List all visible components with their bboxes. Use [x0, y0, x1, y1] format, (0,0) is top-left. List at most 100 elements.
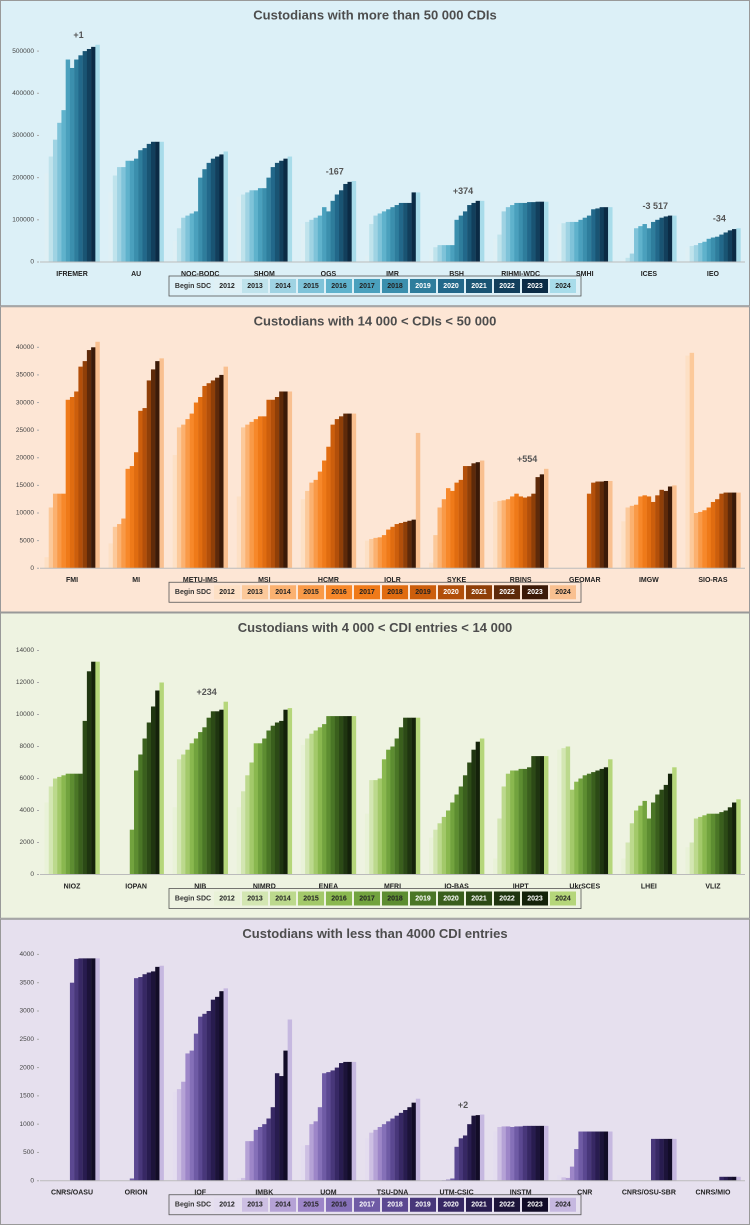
bar	[505, 773, 511, 875]
annotation: -34	[713, 214, 726, 224]
bar	[569, 789, 575, 875]
bar	[390, 526, 395, 569]
bar	[672, 215, 677, 262]
legend-label: 2017	[359, 283, 375, 290]
legend-swatch	[270, 279, 296, 293]
bar	[78, 366, 83, 569]
bar	[591, 209, 596, 262]
bar	[373, 537, 378, 569]
x-tick-label: UOM	[320, 1190, 337, 1197]
legend-swatch	[438, 1197, 464, 1212]
bar	[493, 501, 498, 569]
bar	[159, 358, 164, 569]
bar	[287, 156, 293, 262]
legend-swatch	[550, 891, 576, 906]
bar	[595, 481, 600, 569]
bar	[386, 749, 391, 875]
bar	[706, 813, 712, 875]
bar	[52, 493, 58, 569]
bar	[245, 1141, 250, 1181]
bar	[723, 1176, 728, 1181]
bar	[347, 181, 352, 262]
bar	[240, 194, 246, 262]
bar	[578, 219, 583, 262]
bar	[693, 818, 699, 875]
annotation: -3 517	[643, 201, 669, 211]
legend-swatch	[354, 585, 380, 600]
bar	[172, 455, 178, 569]
bar	[411, 192, 417, 262]
legend-label: 2018	[387, 589, 403, 596]
bar	[582, 775, 588, 875]
bar	[305, 738, 310, 875]
bar	[437, 507, 442, 569]
legend-label: 2017	[359, 1202, 375, 1209]
bar	[236, 196, 242, 262]
bar	[300, 224, 306, 262]
bar	[198, 177, 203, 262]
bar	[181, 754, 186, 875]
legend-swatch	[522, 585, 548, 600]
bar	[193, 402, 199, 569]
bar	[561, 223, 566, 262]
bar	[608, 207, 613, 262]
bar	[202, 169, 207, 262]
bar	[599, 1131, 605, 1181]
bar	[621, 858, 626, 875]
legend-swatch	[466, 279, 492, 293]
bar	[736, 1176, 741, 1181]
bar	[339, 1063, 344, 1181]
bar	[279, 1076, 284, 1181]
legend-label: 2024	[555, 895, 571, 902]
bar	[479, 200, 485, 262]
legend-swatch	[550, 1197, 576, 1212]
bar	[223, 988, 228, 1181]
y-tick-label: 0	[30, 259, 34, 266]
bar	[313, 479, 319, 569]
bar	[407, 1107, 412, 1181]
bar	[176, 427, 182, 569]
bar	[638, 496, 643, 569]
bar	[91, 46, 96, 262]
bar	[710, 501, 716, 569]
bar	[527, 202, 532, 262]
legend-swatch	[326, 1197, 352, 1212]
bar	[689, 842, 695, 875]
bar	[505, 499, 511, 569]
legend-swatch	[326, 279, 352, 293]
bar	[172, 1091, 178, 1181]
legend-label: 2019	[415, 895, 431, 902]
bar	[210, 158, 216, 262]
bar	[557, 749, 562, 875]
bar	[262, 416, 267, 569]
bar	[403, 717, 408, 875]
x-tick-label: NIMRD	[253, 883, 276, 890]
bar	[667, 486, 673, 569]
bar	[650, 1138, 656, 1181]
legend-swatch	[438, 891, 464, 906]
bar	[121, 167, 126, 262]
bar	[117, 167, 122, 262]
bar	[557, 224, 562, 262]
bar	[702, 510, 707, 569]
y-tick-label: 0	[30, 871, 34, 878]
bar	[479, 460, 485, 569]
bar	[689, 245, 695, 262]
bar	[539, 756, 545, 875]
bar	[578, 1131, 583, 1181]
bar	[270, 1107, 276, 1181]
bar	[52, 139, 58, 262]
bar	[159, 965, 164, 1181]
x-tick-label: RBINS	[510, 577, 532, 584]
bar	[522, 768, 528, 875]
legend-swatch	[242, 1197, 268, 1212]
bar	[317, 215, 323, 262]
bar	[202, 385, 207, 569]
legend-swatch	[466, 1197, 492, 1212]
bar	[582, 217, 588, 262]
annotation: +554	[517, 454, 537, 464]
bar	[215, 711, 220, 875]
x-tick-label: INSTM	[510, 1190, 532, 1197]
bar	[343, 183, 348, 262]
legend-label: 2022	[499, 1202, 515, 1209]
